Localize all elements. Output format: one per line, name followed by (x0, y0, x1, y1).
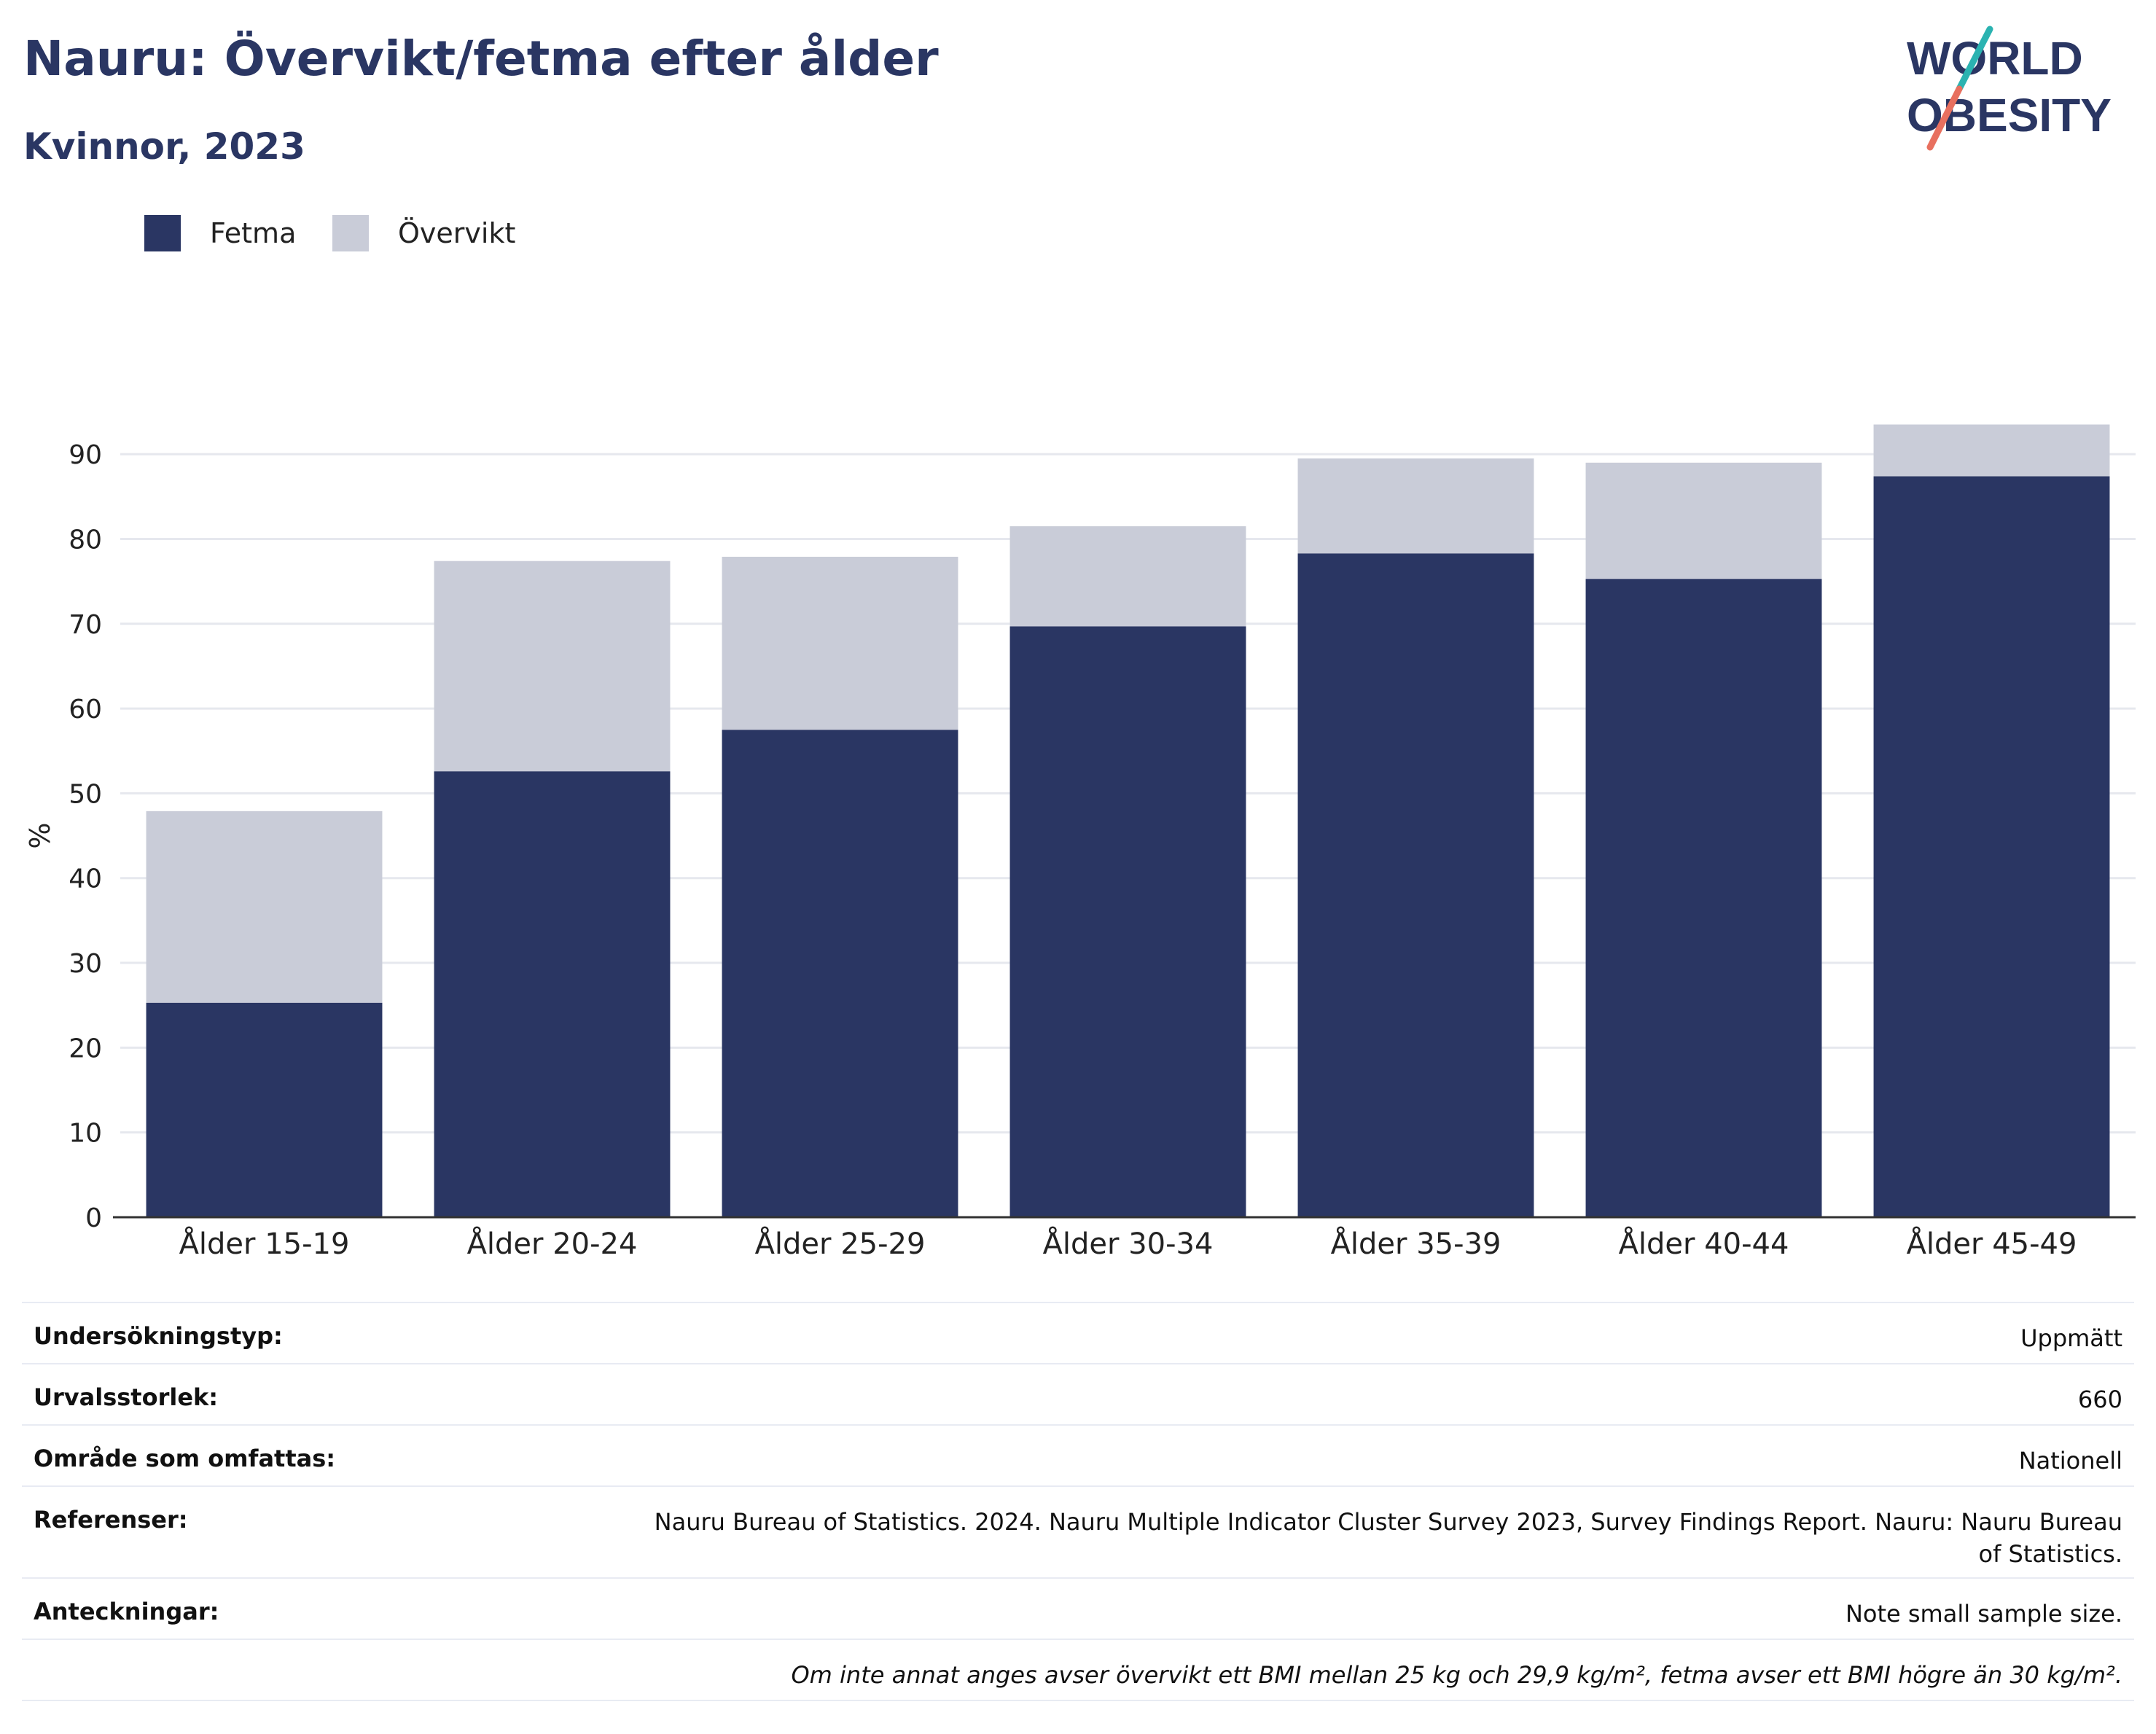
info-row-references: Referenser: Nauru Bureau of Statistics. … (22, 1485, 2134, 1577)
info-value: Note small sample size. (1845, 1600, 2122, 1628)
legend-item-fetma[interactable]: Fetma (144, 215, 296, 251)
y-tick-label: 90 (69, 440, 102, 470)
footnote: Om inte annat anges avser övervikt ett B… (791, 1661, 2122, 1689)
x-tick-label: Ålder 25-29 (755, 1226, 926, 1261)
info-row-footnote: Om inte annat anges avser övervikt ett B… (22, 1639, 2134, 1701)
y-tick-label: 50 (69, 779, 102, 809)
bar-overvikt (1873, 424, 2110, 477)
x-tick-label: Ålder 20-24 (467, 1226, 638, 1261)
bar-fetma (722, 730, 958, 1217)
bar-overvikt (1009, 526, 1246, 627)
info-value: Nauru Bureau of Statistics. 2024. Nauru … (654, 1508, 2122, 1568)
x-tick-label: Ålder 45-49 (1907, 1226, 2077, 1261)
info-row-survey-type: Undersökningstyp: Uppmätt (22, 1302, 2134, 1363)
y-tick-label: 20 (69, 1034, 102, 1063)
bar-fetma (146, 1002, 383, 1217)
stacked-bar-chart: 0 10 20 30 40 50 60 70 80 90% Ålder 15-19 Ålder 20-… (24, 424, 2136, 1261)
bar-fetma (1009, 626, 1246, 1217)
bar-overvikt (722, 556, 958, 730)
x-tick-label: Ålder 30-34 (1043, 1226, 1214, 1261)
bar-overvikt (146, 811, 383, 1003)
world-obesity-logo: WORLD OBESITY (1907, 26, 2112, 151)
y-tick-label: 60 (69, 695, 102, 725)
y-tick-label: 10 (69, 1119, 102, 1149)
bar-overvikt (434, 561, 671, 772)
bar-fetma (1297, 553, 1534, 1217)
info-key: Undersökningstyp: (34, 1322, 283, 1350)
page-title: Nauru: Övervikt/fetma efter ålder (23, 31, 939, 87)
info-key: Referenser: (34, 1506, 188, 1534)
info-value: 660 (2077, 1386, 2122, 1413)
page-subtitle: Kvinnor, 2023 (23, 125, 305, 168)
legend-swatch-fetma (144, 215, 181, 251)
legend-label-overvikt: Övervikt (398, 217, 516, 249)
info-key: Anteckningar: (34, 1598, 219, 1625)
legend-swatch-overvikt (332, 215, 369, 251)
legend-item-overvikt[interactable]: Övervikt (332, 215, 515, 251)
bar-fetma (1873, 476, 2110, 1217)
logo-slash-teal (1956, 26, 1993, 93)
bar-fetma (434, 771, 671, 1217)
info-key: Område som omfattas: (34, 1445, 336, 1472)
info-row-area: Område som omfattas: Nationell (22, 1424, 2134, 1485)
y-axis-label: % (24, 823, 56, 849)
info-row-notes: Anteckningar: Note small sample size. (22, 1577, 2134, 1639)
y-tick-label: 0 (85, 1203, 102, 1233)
info-value: Uppmätt (2020, 1324, 2122, 1352)
bar-fetma (1585, 579, 1822, 1217)
y-tick-label: 80 (69, 525, 102, 555)
y-tick-label: 40 (69, 864, 102, 894)
info-table: Undersökningstyp: Uppmätt Urvalsstorlek:… (22, 1302, 2134, 1701)
logo-slash-coral (1926, 85, 1963, 151)
x-tick-label: Ålder 40-44 (1619, 1226, 1789, 1261)
x-tick-label: Ålder 35-39 (1331, 1226, 1501, 1261)
x-tick-label: Ålder 15-19 (179, 1226, 350, 1261)
legend-label-fetma: Fetma (210, 217, 297, 249)
bar-overvikt (1585, 462, 1822, 579)
logo-text-world: WORLD (1907, 32, 2083, 85)
bar-overvikt (1297, 458, 1534, 554)
y-tick-label: 30 (69, 949, 102, 979)
info-key: Urvalsstorlek: (34, 1383, 219, 1411)
info-value: Nationell (2018, 1447, 2122, 1475)
y-tick-label: 70 (69, 610, 102, 640)
info-row-sample-size: Urvalsstorlek: 660 (22, 1363, 2134, 1424)
